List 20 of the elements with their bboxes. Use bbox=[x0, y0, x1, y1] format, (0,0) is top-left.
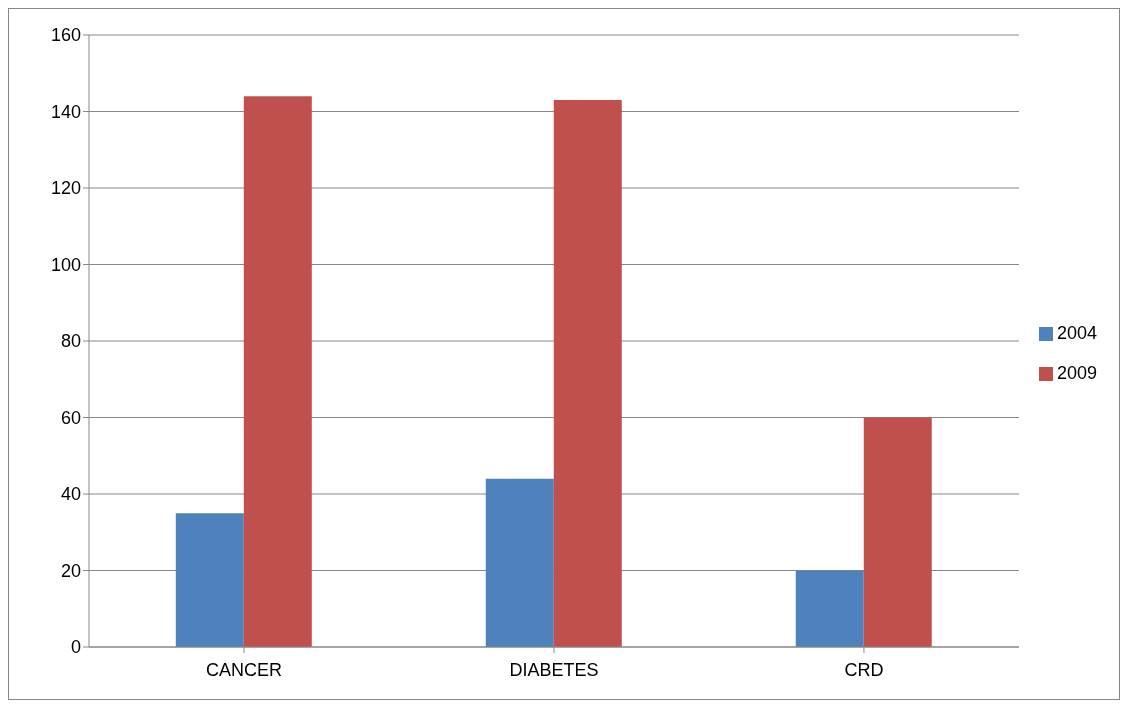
bar bbox=[485, 478, 554, 647]
x-tick-label: CRD bbox=[844, 659, 884, 680]
y-tick-label: 140 bbox=[50, 101, 81, 122]
y-tick-label: 60 bbox=[60, 407, 81, 428]
y-tick-label: 0 bbox=[70, 637, 81, 658]
legend-label: 2009 bbox=[1056, 363, 1097, 383]
bar bbox=[863, 417, 932, 647]
bar bbox=[243, 96, 312, 647]
bar bbox=[553, 100, 622, 647]
bar bbox=[175, 513, 244, 647]
y-tick-label: 40 bbox=[60, 484, 81, 505]
y-tick-label: 100 bbox=[50, 254, 81, 275]
legend-label: 2004 bbox=[1056, 323, 1097, 343]
y-tick-label: 80 bbox=[60, 331, 81, 352]
x-tick-label: CANCER bbox=[205, 659, 282, 680]
bar bbox=[795, 570, 864, 647]
y-tick-label: 20 bbox=[60, 560, 81, 581]
y-tick-label: 120 bbox=[50, 178, 81, 199]
x-tick-label: DIABETES bbox=[509, 659, 599, 680]
y-tick-label: 160 bbox=[50, 25, 81, 46]
